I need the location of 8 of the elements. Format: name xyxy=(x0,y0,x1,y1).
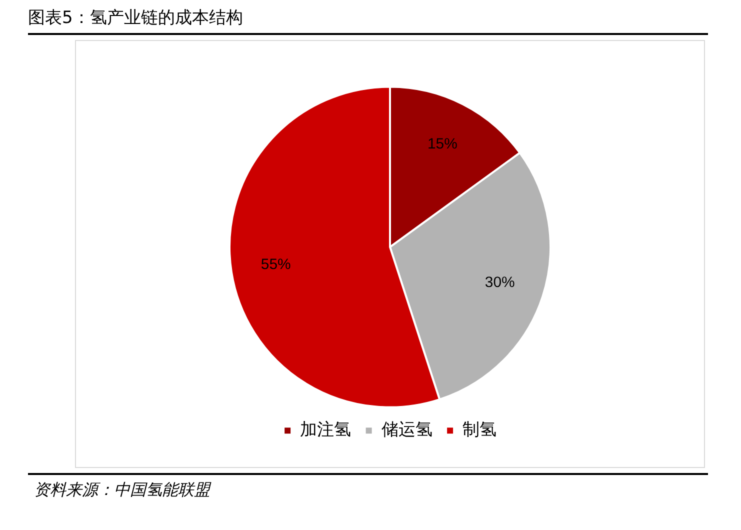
data-label: 30% xyxy=(484,274,515,291)
legend-label: 制氢 xyxy=(462,419,497,440)
data-label: 55% xyxy=(260,256,291,274)
legend-label: 加注氢 xyxy=(300,419,352,440)
text: 资料来源：中国氢能联盟 xyxy=(34,480,210,501)
data-label: 15% xyxy=(427,135,458,152)
chart-title: 图表5：氢产业链的成本结构 xyxy=(28,7,243,29)
legend-label: 储运氢 xyxy=(381,419,432,440)
